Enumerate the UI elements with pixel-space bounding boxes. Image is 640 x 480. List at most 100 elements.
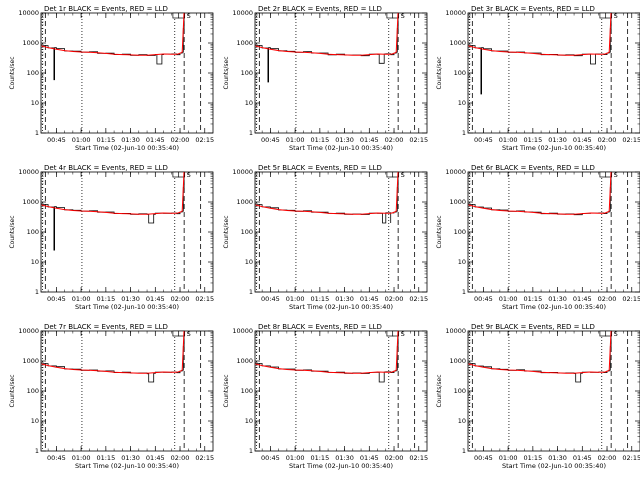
series-group — [255, 13, 399, 83]
panel-title: Det 6r BLACK = Events, RED = LLD — [471, 164, 595, 172]
x-tick-label: 01:15 — [310, 136, 329, 144]
y-tick-label: 1000 — [22, 198, 39, 206]
x-tick-label: 01:30 — [548, 454, 567, 462]
box-marker-label: S — [401, 171, 405, 179]
y-axis-label: Counts/sec — [223, 56, 230, 89]
x-tick-label: 01:30 — [335, 454, 354, 462]
x-tick-label: 01:15 — [523, 454, 542, 462]
y-tick-label: 100 — [454, 228, 466, 236]
box-marker-label: S — [187, 171, 191, 179]
lld-series-line — [468, 331, 612, 374]
panel-3: Det 3r BLACK = Events, RED = LLD 1 10 100 10… — [436, 5, 640, 152]
y-tick-label: 1000 — [449, 357, 466, 365]
plot-frame — [467, 330, 640, 452]
y-axis-label: Counts/sec — [9, 56, 16, 89]
box-marker — [386, 12, 394, 19]
x-tick-label: 01:15 — [310, 295, 329, 303]
plot-frame — [467, 171, 640, 293]
box-marker — [172, 171, 180, 178]
lld-series-line — [41, 13, 185, 56]
x-tick-label: 00:45 — [261, 454, 280, 462]
x-tick-label: 02:15 — [622, 454, 640, 462]
box-marker — [386, 171, 394, 178]
x-tick-label: 01:45 — [573, 295, 592, 303]
lld-series-line — [41, 172, 185, 215]
y-tick-label: 10 — [31, 417, 39, 425]
x-tick-label: 01:00 — [286, 454, 305, 462]
x-tick-label: 01:30 — [548, 295, 567, 303]
x-tick-label: 01:15 — [96, 454, 115, 462]
box-marker — [605, 12, 613, 19]
events-series-line — [468, 331, 612, 383]
events-series-line — [41, 172, 185, 251]
y-tick-label: 10 — [245, 99, 253, 107]
panel-title: Det 7r BLACK = Events, RED = LLD — [44, 323, 168, 331]
y-tick-label: 10000 — [232, 168, 253, 176]
x-tick-label: 01:30 — [335, 295, 354, 303]
x-tick-label: 01:00 — [499, 295, 518, 303]
x-tick-label: 01:00 — [72, 454, 91, 462]
x-tick-label: 02:15 — [195, 295, 214, 303]
x-tick-label: 01:00 — [499, 136, 518, 144]
y-axis-label: Counts/sec — [223, 374, 230, 407]
y-tick-label: 100 — [27, 228, 39, 236]
panel-8: Det 8r BLACK = Events, RED = LLD 1 10 100 10… — [223, 323, 428, 470]
x-tick-label: 01:45 — [573, 136, 592, 144]
events-series-line — [255, 331, 399, 383]
series-group — [468, 13, 612, 95]
panel-4: Det 4r BLACK = Events, RED = LLD 1 10 100 10… — [9, 164, 214, 311]
box-marker-label: S — [401, 12, 405, 20]
series-group — [468, 331, 612, 383]
series-group — [41, 331, 185, 383]
box-marker — [172, 330, 180, 337]
panel-title: Det 4r BLACK = Events, RED = LLD — [44, 164, 168, 172]
panel-6: Det 6r BLACK = Events, RED = LLD 1 10 100 10… — [436, 164, 640, 311]
box-marker — [172, 12, 180, 19]
panel-1: Det 1r BLACK = Events, RED = LLD 1 10 100 10… — [9, 5, 214, 152]
plot-frame — [254, 330, 428, 452]
x-axis-label: Start Time (02-Jun-10 00:35:40) — [75, 462, 179, 470]
x-tick-label: 01:45 — [360, 136, 379, 144]
panel-title: Det 2r BLACK = Events, RED = LLD — [258, 5, 382, 13]
y-tick-label: 1 — [35, 288, 39, 296]
x-tick-label: 01:30 — [121, 454, 140, 462]
box-marker-label: S — [187, 330, 191, 338]
y-tick-label: 10000 — [232, 327, 253, 335]
y-tick-label: 1 — [249, 447, 253, 455]
plot-frame — [254, 171, 428, 293]
series-group — [255, 172, 399, 224]
box-marker — [178, 171, 186, 178]
box-marker — [178, 12, 186, 19]
lld-series-line — [255, 172, 399, 215]
x-tick-label: 02:00 — [171, 136, 190, 144]
x-tick-label: 01:15 — [523, 295, 542, 303]
y-tick-label: 10 — [458, 99, 466, 107]
box-marker-label: S — [187, 12, 191, 20]
x-tick-label: 02:00 — [598, 136, 617, 144]
x-tick-label: 02:15 — [409, 295, 428, 303]
lld-series-line — [468, 13, 612, 56]
x-tick-label: 01:00 — [286, 295, 305, 303]
x-tick-label: 02:15 — [195, 136, 214, 144]
lld-series-line — [41, 331, 185, 374]
x-tick-label: 01:00 — [72, 295, 91, 303]
lld-series-line — [255, 331, 399, 374]
y-axis-label: Counts/sec — [436, 374, 443, 407]
events-series-line — [255, 13, 399, 83]
x-tick-label: 02:00 — [598, 454, 617, 462]
panel-7: Det 7r BLACK = Events, RED = LLD 1 10 100 10… — [9, 323, 214, 470]
events-series-line — [41, 13, 185, 81]
x-tick-label: 01:00 — [286, 136, 305, 144]
y-tick-label: 100 — [241, 69, 253, 77]
events-series-line — [468, 13, 612, 95]
x-tick-label: 00:45 — [474, 295, 493, 303]
lld-series-line — [255, 13, 399, 56]
box-marker — [392, 330, 400, 337]
series-group — [41, 13, 185, 81]
x-tick-label: 00:45 — [474, 454, 493, 462]
x-tick-label: 01:45 — [146, 454, 165, 462]
panel-title: Det 1r BLACK = Events, RED = LLD — [44, 5, 168, 13]
box-marker-label: S — [614, 330, 618, 338]
box-marker — [605, 171, 613, 178]
plot-frame — [254, 12, 428, 134]
